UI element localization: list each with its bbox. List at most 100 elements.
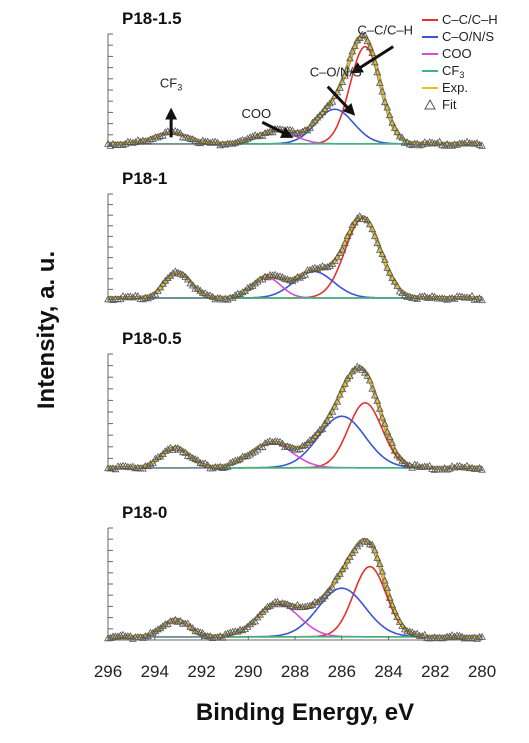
fit-point [134, 292, 142, 300]
fit-point [131, 464, 140, 472]
fit-point [365, 376, 374, 384]
fit-point [236, 136, 244, 144]
fit-point [438, 465, 446, 473]
fit-point [316, 596, 324, 604]
fit-point [188, 624, 197, 632]
fit-point [149, 458, 157, 466]
fit-point [121, 293, 130, 301]
fit-envelope [108, 215, 482, 300]
fit-point [308, 118, 317, 126]
fit-point [218, 464, 227, 471]
fit-point [355, 539, 364, 547]
fit-point [341, 379, 349, 387]
fit-point [166, 443, 175, 451]
fit-point [390, 277, 399, 285]
fit-point [378, 87, 387, 95]
fit-point [106, 141, 115, 149]
fit-point [318, 425, 327, 433]
x-axis: 296 294 292 290 288 286 284 282 280 [94, 636, 496, 681]
panel-title: P18-1 [122, 169, 167, 188]
fit-point [176, 129, 185, 137]
fit-point [186, 279, 195, 287]
fit-point [246, 133, 254, 141]
fit-point [248, 618, 257, 626]
fit-point [346, 552, 354, 560]
y-axis-title: Intensity, a. u. [33, 251, 60, 409]
fit-point [398, 456, 407, 464]
fit-point [323, 262, 332, 270]
fit-point [308, 264, 317, 272]
fit-point [276, 600, 284, 608]
fit-point [238, 288, 247, 296]
fit-point [188, 281, 197, 289]
fit-point [363, 37, 372, 45]
fit-markers [104, 30, 486, 149]
fit-point [388, 600, 397, 608]
annotation-label: COO [241, 106, 271, 121]
fit-point [473, 634, 481, 642]
fit-point [233, 456, 242, 464]
fit-point [375, 559, 384, 567]
fit-point [350, 546, 359, 554]
fit-point [468, 634, 476, 642]
fit-point [173, 617, 182, 625]
fit-point [223, 462, 232, 470]
fit-point [166, 271, 175, 279]
fit-point [318, 594, 327, 602]
fit-point [336, 569, 344, 577]
fit-point [306, 436, 314, 444]
fit-point [241, 625, 249, 632]
fit-point [241, 452, 249, 460]
fit-point [168, 617, 177, 624]
fit-point [331, 576, 339, 584]
fit-point [223, 295, 232, 303]
fit-point [298, 127, 307, 135]
fit-point [373, 68, 382, 76]
fit-point [149, 291, 157, 299]
fit-point [323, 588, 332, 596]
legend-item: C–O/N/S [422, 29, 494, 44]
fit-point [176, 616, 185, 624]
fit-point [159, 131, 167, 139]
fit-point [328, 97, 337, 105]
fit-point [353, 36, 362, 44]
fit-point [154, 286, 162, 294]
fit-point [316, 425, 324, 433]
fit-point [358, 365, 367, 373]
panel-p18-0.5: P18-0.5 [104, 329, 486, 473]
fit-point [139, 295, 147, 303]
fit-point [450, 463, 459, 471]
fit-point [343, 556, 352, 564]
fit-markers [104, 362, 486, 473]
fit-point [448, 141, 456, 149]
fit-point [301, 602, 309, 610]
panel-title: P18-1.5 [122, 9, 182, 28]
legend-item: CF3 [422, 63, 464, 80]
fit-point [350, 218, 359, 226]
fit-point [146, 135, 155, 143]
fit-point [129, 293, 137, 301]
legend-label: COO [442, 46, 472, 61]
fit-point [433, 139, 441, 147]
fit-point [111, 140, 120, 148]
fit-point [435, 137, 444, 145]
fit-point [353, 214, 362, 222]
fit-point [136, 137, 145, 145]
fit-point [226, 628, 235, 636]
fit-point [161, 447, 170, 454]
fit-point [478, 296, 486, 304]
fit-point [453, 140, 461, 148]
fit-point [206, 138, 215, 146]
fit-point [203, 461, 212, 469]
fit-point [373, 239, 382, 247]
x-tick-label: 294 [141, 662, 169, 681]
fit-point [393, 612, 402, 620]
component-curve-cc [108, 401, 482, 469]
panel-p18-0: P18-0 [104, 503, 486, 642]
fit-point [440, 141, 449, 149]
fit-point [218, 295, 227, 303]
fit-point [423, 462, 431, 470]
fit-point [318, 108, 327, 116]
